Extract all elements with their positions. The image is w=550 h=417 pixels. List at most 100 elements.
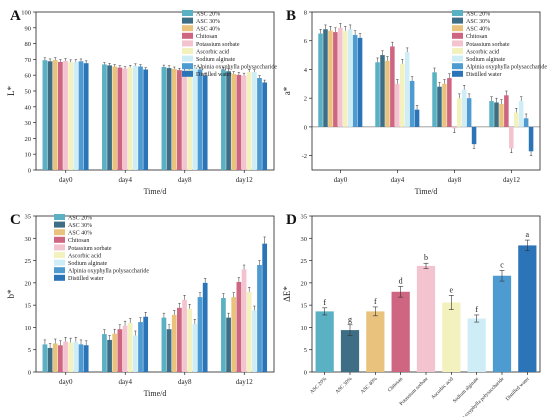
legend-label: ASC 20%	[68, 215, 92, 221]
bar	[226, 317, 231, 372]
bar	[257, 265, 262, 372]
bar	[68, 62, 74, 170]
x-tick-label: day0	[59, 176, 73, 184]
legend-label: Potassium sorbate	[196, 42, 240, 48]
legend-swatch	[182, 48, 193, 54]
legend-swatch	[182, 70, 193, 77]
bar	[58, 61, 63, 170]
bar	[171, 68, 177, 170]
y-tick-label: 0	[304, 124, 307, 131]
bar	[117, 329, 123, 372]
legend-label: Ascorbic acid	[68, 253, 101, 259]
x-tick-label: Distilled water	[505, 376, 531, 402]
legend: ASC 20% ASC 30% ASC 40%Chitosan Potassium s…	[452, 10, 547, 78]
y-tick-label: 0	[28, 370, 31, 377]
legend-label: Sodium alginate	[68, 261, 107, 267]
bar	[177, 70, 182, 170]
x-tick-label: day12	[236, 176, 254, 184]
y-tick-label: 30	[25, 120, 32, 127]
bar	[375, 62, 380, 127]
bar	[83, 63, 89, 170]
bar	[246, 72, 252, 170]
x-tick-label: Ascorbic acid	[430, 376, 455, 401]
y-tick-label: 100	[21, 10, 31, 17]
bar	[182, 299, 187, 372]
legend-label: ASC 40%	[466, 27, 490, 33]
bar	[333, 32, 338, 127]
legend-label: Potassium sorbate	[466, 42, 510, 48]
bar	[197, 69, 203, 170]
bar	[385, 60, 390, 127]
legend-swatch	[182, 32, 193, 39]
bar	[132, 335, 138, 372]
y-tick-label: 20	[25, 136, 32, 143]
bar	[73, 341, 79, 372]
bar	[107, 339, 112, 372]
y-tick-label: 80	[25, 41, 32, 48]
panel-c: C 0 5 10 15 20 25 30 35 b* Time/d day0 day4 day8 day12…	[6, 212, 275, 398]
legend-label: Chitosan	[466, 34, 487, 40]
bar	[251, 72, 257, 170]
legend-label: Ascorbic acid	[196, 49, 229, 55]
bar	[489, 101, 494, 127]
bar	[391, 291, 410, 372]
bar	[138, 66, 143, 170]
bar	[202, 282, 208, 372]
legend-label: Alpinia oxyphylla polysaccharide	[466, 65, 547, 71]
legend-swatch	[182, 55, 193, 62]
y-tick-label: 20	[25, 280, 32, 287]
legend-swatch	[182, 40, 193, 47]
bar	[347, 29, 353, 127]
legend-swatch	[54, 244, 65, 251]
legend-swatch	[182, 17, 193, 24]
bar	[192, 323, 198, 372]
bar	[494, 102, 499, 127]
panel-letter: B	[286, 8, 296, 24]
y-axis-label: L*	[6, 86, 16, 96]
bar	[236, 281, 242, 372]
legend-label: Sodium alginate	[196, 57, 235, 63]
legend-label: ASC 30%	[196, 19, 220, 25]
significance-letter: b	[424, 253, 428, 262]
bar	[518, 101, 524, 127]
bar	[328, 30, 333, 127]
legend-swatch	[452, 25, 463, 32]
x-tick-label: ASC 20%	[309, 376, 328, 395]
legend-swatch	[182, 10, 193, 16]
bar	[52, 60, 58, 171]
y-axis-label: b*	[6, 289, 16, 299]
y-tick-label: 25	[301, 258, 308, 265]
y-tick-label: 20	[301, 280, 308, 287]
y-tick-label: 0	[304, 370, 307, 377]
bar	[58, 345, 63, 372]
bar	[262, 82, 268, 170]
bar	[236, 74, 242, 170]
axes-frame	[311, 11, 541, 171]
bar	[221, 69, 226, 170]
bar	[499, 103, 504, 127]
x-tick-label: day8	[178, 176, 192, 184]
x-tick-label: day4	[118, 176, 132, 184]
legend-label: Distilled water	[196, 72, 232, 78]
panel-letter: D	[286, 212, 297, 228]
bar	[432, 72, 437, 127]
bar	[68, 342, 74, 372]
panel-letter: A	[10, 8, 21, 24]
bar	[138, 322, 143, 372]
axes-frame	[35, 215, 275, 373]
y-tick-label: 5	[304, 347, 307, 354]
bar	[42, 344, 48, 372]
panel-letter: C	[10, 212, 21, 228]
y-tick-label: 4	[304, 67, 308, 74]
y-tick-label: 60	[25, 73, 32, 80]
legend-swatch	[54, 274, 65, 281]
bar	[442, 302, 461, 372]
bar	[492, 275, 512, 372]
legend-swatch	[54, 259, 65, 266]
bar	[226, 71, 231, 170]
legend-swatch	[54, 214, 65, 220]
significance-letter: d	[399, 276, 403, 285]
bar	[83, 345, 89, 372]
panel-d: D 0 5 10 15 20 25 30 35 ΔE* f ASC 20% g ASC 30% f ASC 4…	[282, 212, 541, 417]
y-tick-label: 30	[301, 236, 308, 243]
